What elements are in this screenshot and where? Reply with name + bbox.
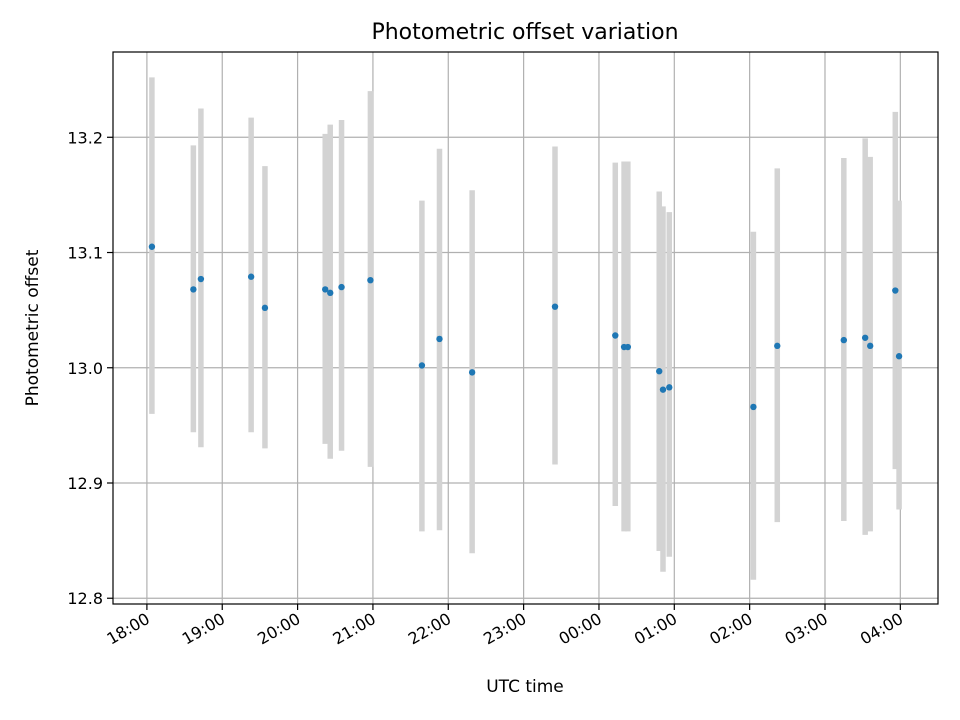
chart-title: Photometric offset variation [371,20,678,45]
data-point [895,353,903,360]
data-point [840,336,848,344]
data-point [322,286,329,293]
data-point [659,386,667,393]
data-point [190,286,197,293]
data-point [861,334,869,341]
data-point [666,384,673,391]
data-point [247,273,255,280]
data-point [624,343,632,351]
y-tick-label: 12.9 [67,474,103,493]
data-point [866,342,874,350]
y-tick-label: 12.8 [67,589,103,608]
data-point [750,403,757,411]
data-point [338,283,345,291]
data-point [327,289,334,297]
plot-frame [112,51,939,605]
y-axis-label: Photometric offset [23,249,43,406]
data-point [418,362,426,369]
data-point [367,276,374,284]
x-axis-label: UTC time [486,677,564,697]
data-points [148,243,903,411]
y-axis-ticks: 12.8 12.9 13.0 13.1 13.2 [67,128,113,608]
data-point [197,275,205,283]
y-tick-label: 13.1 [67,244,103,263]
data-point [148,243,156,250]
y-tick-label: 13.2 [67,128,103,147]
data-point [892,287,899,294]
data-point [551,303,559,310]
data-point [612,332,619,339]
data-point [656,368,663,375]
y-tick-label: 13.0 [67,359,103,378]
data-point [261,304,269,312]
data-point [468,369,476,376]
data-point [774,342,781,350]
data-point [436,335,443,343]
